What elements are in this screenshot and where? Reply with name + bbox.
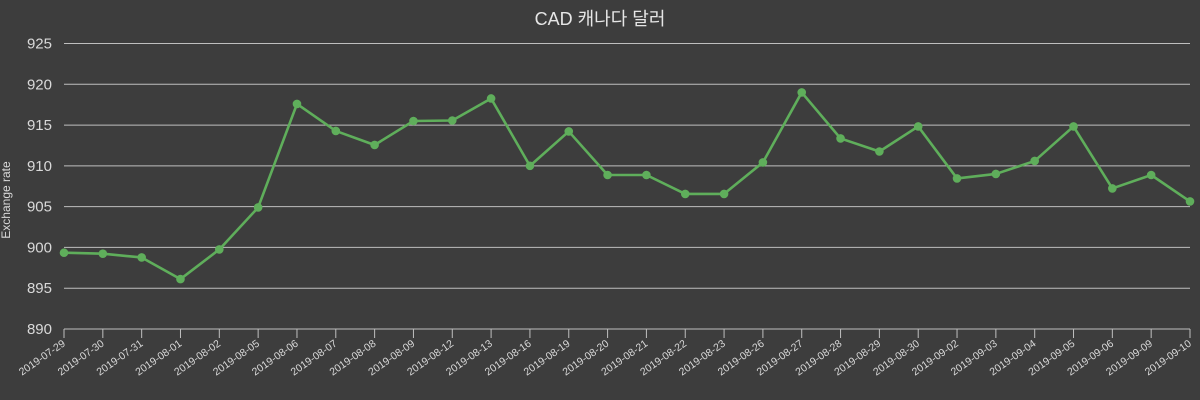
- svg-text:920: 920: [27, 76, 52, 93]
- svg-text:925: 925: [27, 36, 52, 53]
- svg-text:915: 915: [27, 117, 52, 134]
- svg-text:890: 890: [27, 321, 52, 338]
- svg-text:895: 895: [27, 280, 52, 297]
- svg-text:900: 900: [27, 239, 52, 256]
- svg-text:905: 905: [27, 199, 52, 216]
- svg-text:910: 910: [27, 158, 52, 175]
